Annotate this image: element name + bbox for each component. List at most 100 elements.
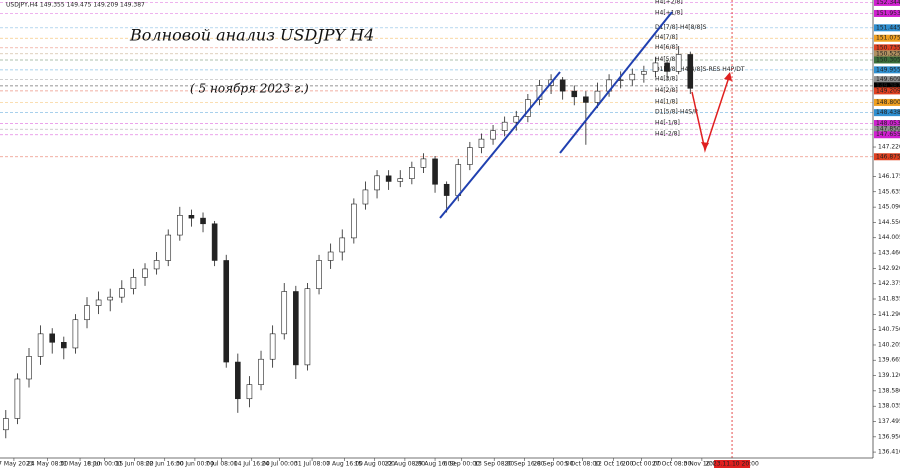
level-label: 148.800 [876, 99, 900, 106]
candle-body [362, 189, 369, 205]
x-tick-label: 7 Jul 08:00 [205, 461, 237, 468]
level-name: D1[7/8]-H4[8/8]S [655, 24, 707, 31]
level-label-box [874, 131, 900, 139]
candle-body [316, 260, 322, 289]
candle-body [188, 215, 195, 219]
candle-body [339, 237, 346, 253]
candle-body [397, 178, 404, 182]
candle-body [652, 62, 659, 72]
y-tick-label: 137.495 [878, 418, 900, 425]
level-label: 149.209 [876, 87, 900, 94]
x-tick-label: 14 Jul 16:00 [234, 461, 270, 468]
level-name: H4[+1/8] [655, 9, 683, 16]
candle-body [641, 71, 647, 75]
y-tick-label: 144.005 [878, 234, 900, 241]
level-name: H4[3/8] [655, 76, 678, 83]
level-label: 151.953 [876, 10, 900, 17]
candle-body [281, 291, 288, 335]
candle-body [559, 79, 566, 92]
x-tick-label: 3 Nov 16:00 [684, 461, 721, 468]
y-tick-label: 136.410 [878, 449, 900, 456]
x-tick-label: 20 Oct 00:00 [622, 461, 661, 468]
candle-body [235, 361, 241, 400]
y-tick-label: 138.035 [878, 403, 900, 410]
candle-body [153, 260, 160, 270]
x-tick-label: 13 Sep 08:00 [474, 461, 514, 468]
candle-body [223, 260, 230, 363]
y-tick-label: 142.920 [878, 265, 900, 272]
x-tick-label: 20 Sep 16:00 [504, 461, 544, 468]
candle-body [327, 251, 334, 261]
candle-body [594, 90, 601, 103]
level-label: 149.387 [876, 82, 900, 89]
level-name: H4[-2/8] [655, 131, 680, 138]
y-tick-label: 143.460 [878, 250, 900, 257]
candle-body [246, 384, 253, 400]
time-marker-box [714, 460, 751, 468]
level-label: 146.875 [876, 153, 900, 160]
level-name: H4[2/8] [655, 87, 678, 94]
level-label: 152.344 [876, 0, 900, 6]
x-tick-label: 28 Sep 00:00 [533, 461, 573, 468]
y-tick-label: 144.550 [878, 219, 900, 226]
candle-body [211, 223, 218, 261]
candle-body [304, 288, 311, 366]
level-label-box [874, 82, 900, 90]
x-tick-label: 12 Oct 16:00 [594, 461, 633, 468]
level-label-box [874, 56, 900, 64]
level-name: D1[5/8]-H4S/P [655, 109, 698, 116]
candle-body [374, 175, 380, 191]
candle-body [420, 158, 427, 168]
candle-body [675, 54, 682, 72]
candle-body [583, 96, 589, 103]
arrow-head [724, 72, 732, 81]
level-label-box [874, 153, 900, 161]
level-label: 150.735 [876, 44, 900, 51]
candle-body [443, 183, 450, 196]
candle-body [571, 90, 578, 98]
header: USDJPY,H4 149.355 149.475 149.209 149.38… [6, 2, 145, 9]
candle-body [687, 54, 694, 89]
candle-body [3, 418, 9, 431]
y-tick-label: 136.950 [878, 433, 900, 440]
level-label-box [874, 50, 900, 58]
level-name: H4[6/8] [655, 44, 678, 51]
x-tick-label: 22 Aug 08:00 [385, 461, 426, 468]
level-label-box [874, 98, 900, 106]
level-label-box [874, 66, 900, 74]
candle-body [664, 62, 670, 72]
x-tick-label: 29 Aug 16:00 [415, 461, 456, 468]
candle-body [409, 167, 415, 179]
candle-body [142, 268, 148, 278]
candle-body [26, 356, 32, 380]
x-tick-label: 22 Jun 16:00 [146, 461, 184, 468]
levels: 152.344 H4[+2/8] 151.953 H4[+1/8] 151.445 D1[… [0, 0, 900, 161]
candle-body [293, 291, 299, 366]
level-label-box [874, 24, 900, 32]
y-tick-label: 139.665 [878, 357, 900, 364]
level-label: 150.525 [876, 50, 900, 57]
candle-body [385, 175, 392, 182]
candle-body [258, 358, 264, 385]
level-label-box [874, 120, 900, 128]
y-tick-label: 140.205 [878, 341, 900, 348]
x-tick-label: 8 Jun 00:00 [87, 461, 121, 468]
x-tick-label: 17 May 2023 [0, 461, 34, 468]
y-tick-label: 138.580 [878, 387, 900, 394]
x-tick-label: 24 Jul 00:00 [262, 461, 298, 468]
level-label-box [874, 44, 900, 52]
x-tick-label: 15 Jun 08:00 [116, 461, 154, 468]
candle-body [165, 234, 172, 261]
candle-body [61, 342, 67, 349]
trend-line [439, 71, 561, 219]
candle-body [130, 277, 137, 289]
chart-title: Волновой анализ USDJPY H4 [129, 26, 374, 45]
x-tick-label: 30 Jun 00:00 [176, 461, 214, 468]
candle-body [432, 158, 438, 185]
y-tick-label: 147.220 [878, 144, 900, 151]
level-name: H4[+2/8] [655, 0, 683, 5]
candle-body [95, 299, 102, 306]
level-name: H4[1/8] [655, 98, 678, 105]
